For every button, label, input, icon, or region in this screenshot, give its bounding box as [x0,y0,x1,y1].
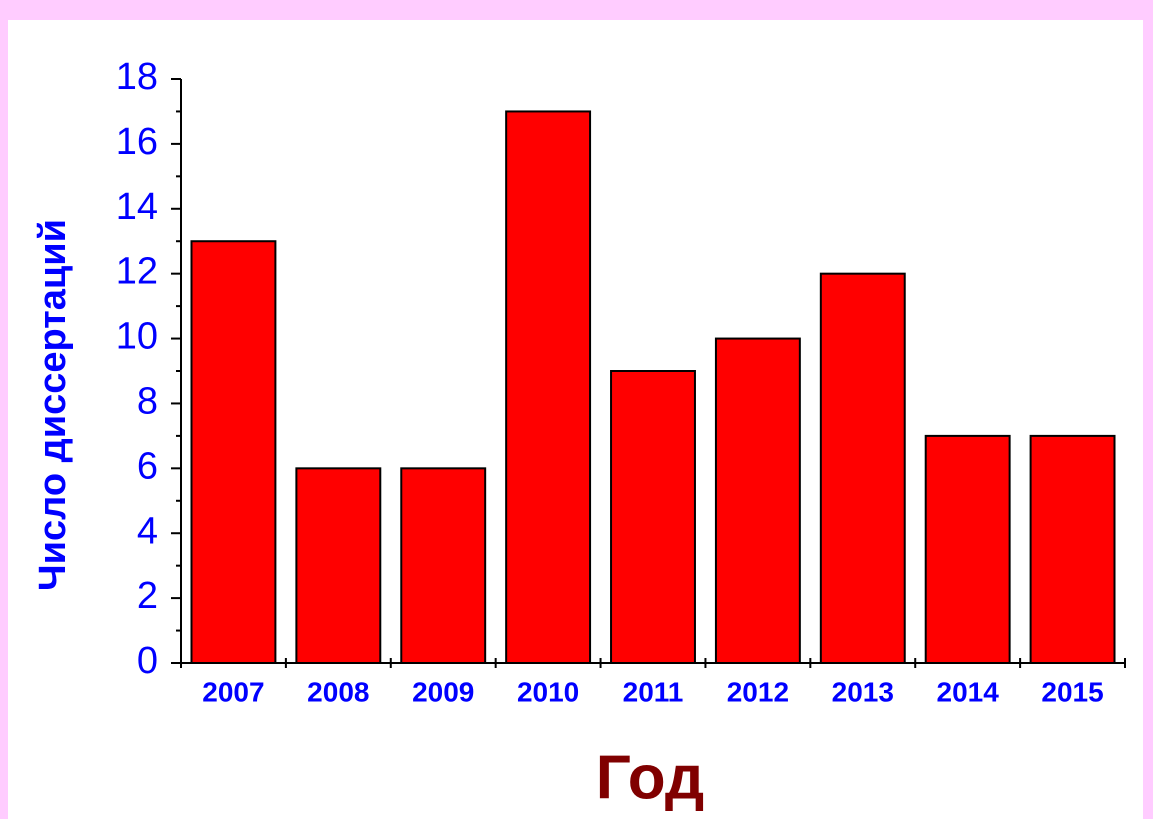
y-tick-label: 18 [116,56,158,98]
x-tick-label: 2012 [727,676,789,707]
y-tick-label: 8 [137,380,158,422]
y-tick-label: 14 [116,186,158,228]
x-tick-label: 2014 [937,676,1000,707]
x-axis-label: Год [596,743,704,812]
y-tick-label: 12 [116,251,158,293]
x-tick-label: 2008 [307,676,369,707]
y-tick-label: 16 [116,121,158,163]
y-tick-label: 2 [137,575,158,617]
y-tick-label: 4 [137,510,158,552]
x-tick-label: 2010 [517,676,579,707]
bar [295,467,382,665]
bar [190,240,277,664]
x-tick-label: 2013 [832,676,894,707]
bar [1029,434,1116,664]
bar [400,467,487,665]
y-tick-label: 0 [137,640,158,682]
x-tick-label: 2007 [202,676,264,707]
bar [819,272,906,664]
y-tick-label: 6 [137,445,158,487]
y-axis-label: Число диссертаций [32,219,74,591]
bar [714,337,801,664]
x-tick-label: 2009 [412,676,474,707]
bar [924,434,1011,664]
y-tick-label: 10 [116,316,158,358]
bar [610,370,696,664]
x-tick-label: 2015 [1041,676,1103,707]
bar [505,110,592,664]
x-tick-label: 2011 [623,676,684,707]
